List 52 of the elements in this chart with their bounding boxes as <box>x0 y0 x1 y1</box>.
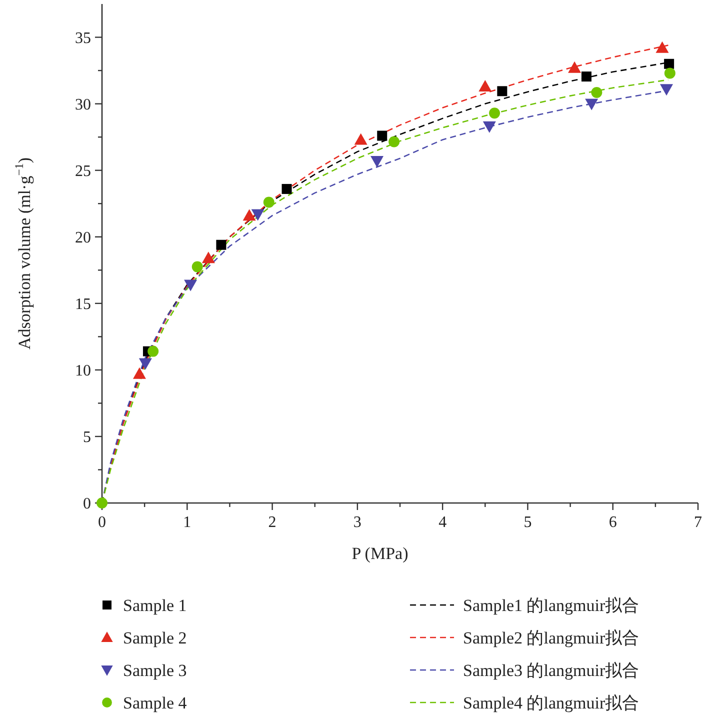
point <box>656 41 669 53</box>
point <box>482 121 496 133</box>
x-tick-label: 0 <box>98 514 106 531</box>
x-tick-label: 2 <box>268 514 276 531</box>
point <box>263 196 274 208</box>
point <box>138 358 152 370</box>
point <box>489 108 500 119</box>
y-tick-label: 15 <box>75 296 91 313</box>
point <box>591 86 602 98</box>
point <box>664 58 674 69</box>
x-tick-label: 4 <box>438 514 447 531</box>
point <box>216 240 226 250</box>
y-tick-label: 0 <box>83 496 91 512</box>
legend-label: Sample 4 <box>123 694 188 712</box>
point <box>660 84 673 96</box>
point <box>282 184 292 194</box>
legend-label: Sample 2 <box>123 628 187 648</box>
point <box>148 346 159 357</box>
legend-label: Sample4 的langmuir拟合 <box>463 694 640 712</box>
x-tick-label: 5 <box>524 514 532 531</box>
y-tick-label: 20 <box>75 229 91 246</box>
legend-label: Sample 1 <box>123 596 187 615</box>
point <box>568 61 582 73</box>
point <box>184 280 198 292</box>
point <box>242 209 256 221</box>
x-tick-label: 1 <box>183 514 192 531</box>
legend-label: Sample 3 <box>123 661 187 680</box>
x-tick-label: 7 <box>694 514 702 531</box>
point <box>478 80 492 92</box>
y-tick-label: 10 <box>75 362 91 380</box>
point <box>581 72 592 82</box>
x-tick-label: 3 <box>353 514 362 531</box>
point <box>497 86 508 96</box>
point <box>388 136 400 148</box>
x-axis-title: P (MPa) <box>352 544 408 563</box>
legend-label: Sample3 的langmuir拟合 <box>463 661 640 680</box>
point <box>354 133 368 145</box>
point <box>664 68 676 79</box>
y-tick-label: 25 <box>75 162 91 180</box>
point <box>202 252 215 264</box>
point <box>377 130 388 141</box>
legend-label: Sample1 的langmuir拟合 <box>463 596 640 615</box>
point <box>132 367 146 379</box>
y-tick-label: 35 <box>75 30 91 47</box>
point <box>251 209 264 221</box>
point <box>192 261 203 272</box>
legend-label: Sample2 的langmuir拟合 <box>463 628 640 648</box>
x-tick-label: 6 <box>608 514 617 531</box>
y-tick-label: 30 <box>75 96 91 114</box>
point <box>585 98 598 110</box>
point <box>370 156 384 168</box>
y-tick-label: 5 <box>83 428 91 446</box>
